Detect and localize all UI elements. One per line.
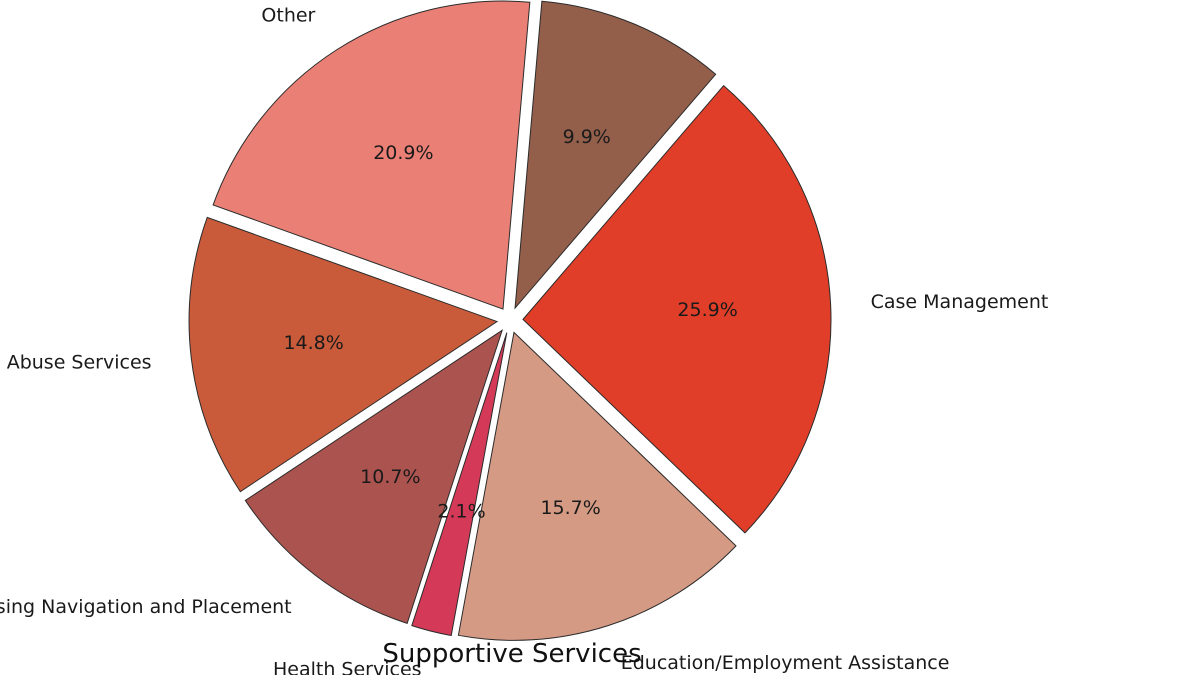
- pct-label-mental-health-drug-abuse-services: 14.8%: [283, 332, 343, 354]
- category-label-mental-health-drug-abuse-services: Mental Health/Drug Abuse Services: [0, 352, 152, 374]
- category-labels: Other Mental Health/Drug Abuse Services Ho…: [0, 4, 1049, 675]
- chart-title: Supportive Services: [382, 639, 641, 669]
- pie-slices: [188, 0, 832, 641]
- category-label-other: Other: [261, 4, 315, 26]
- pct-label-other: 20.9%: [373, 142, 433, 164]
- pie-slice-case-management: [522, 84, 832, 534]
- category-label-case-management: Case Management: [871, 291, 1049, 313]
- pie-slice-other: [212, 0, 531, 310]
- pct-label-outreach: 9.9%: [563, 126, 611, 148]
- category-label-health-services: Health Services: [273, 659, 422, 675]
- percentage-labels: 20.9% 14.8% 10.7% 2.1% 15.7% 25.9% 9.9%: [283, 126, 737, 522]
- pie-slice-education-employment-assistance: [457, 331, 737, 641]
- category-label-housing-navigation-and-placement: Housing Navigation and Placement: [0, 596, 292, 618]
- category-label-education-employment-assistance: Education/Employment Assistance: [621, 652, 950, 674]
- pct-label-housing-navigation-and-placement: 10.7%: [360, 466, 420, 488]
- pct-label-health-services: 2.1%: [437, 500, 485, 522]
- pct-label-education-employment-assistance: 15.7%: [540, 497, 600, 519]
- pie-slice-mental-health-drug-abuse-services: [188, 216, 499, 493]
- pie-slice-health-services: [411, 332, 508, 637]
- pct-label-case-management: 25.9%: [677, 299, 737, 321]
- pie-slice-outreach: [514, 0, 717, 310]
- pie-slice-housing-navigation-and-placement: [244, 329, 504, 624]
